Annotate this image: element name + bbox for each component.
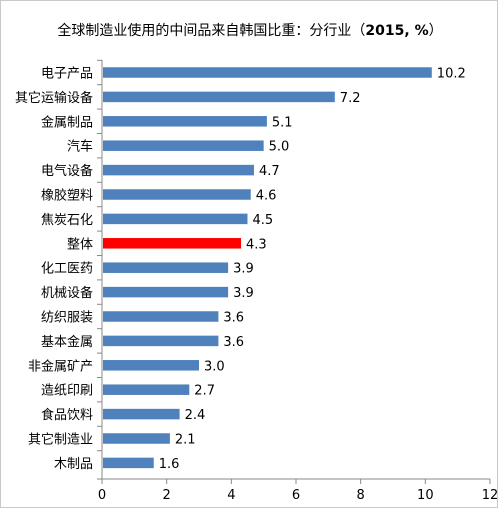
data-label-14: 2.4 — [185, 408, 206, 423]
data-label-9: 3.9 — [233, 286, 254, 301]
bar-16 — [103, 457, 154, 469]
bar-3 — [103, 140, 264, 151]
data-label-10: 3.6 — [223, 311, 244, 326]
data-label-7: 4.3 — [246, 237, 267, 252]
bar-11 — [103, 335, 219, 347]
data-label-2: 5.1 — [272, 115, 293, 130]
bar-8 — [103, 262, 229, 273]
y-tick-label-3: 汽车 — [67, 139, 93, 155]
data-label-15: 2.1 — [175, 433, 196, 448]
bar-15 — [103, 433, 170, 444]
y-tick-label-4: 电气设备 — [41, 163, 93, 179]
bar-4 — [103, 164, 254, 176]
data-label-6: 4.5 — [253, 213, 274, 228]
y-tick-label-13: 造纸印刷 — [41, 384, 93, 399]
x-tick-label-5: 10 — [417, 488, 434, 503]
bar-2 — [103, 116, 267, 127]
x-tick-label-4: 8 — [357, 488, 365, 503]
bar-9 — [103, 286, 229, 298]
y-tick-label-16: 木制品 — [54, 457, 93, 472]
bar-7 — [103, 238, 242, 249]
bar-14 — [103, 408, 180, 420]
x-tick-label-0: 0 — [98, 488, 106, 503]
data-label-4: 4.7 — [259, 164, 280, 179]
y-tick-label-15: 其它制造业 — [28, 432, 93, 448]
chart-title: 全球制造业使用的中间品来自韩国比重：分行业（2015, %） — [57, 23, 443, 39]
y-tick-label-5: 橡胶塑料 — [41, 188, 93, 204]
data-label-1: 7.2 — [340, 91, 361, 106]
y-tick-label-2: 金属制品 — [41, 114, 93, 130]
data-label-11: 3.6 — [223, 335, 244, 350]
y-tick-label-12: 非金属矿产 — [28, 358, 93, 374]
bar-1 — [103, 91, 335, 103]
y-tick-label-6: 焦炭石化 — [41, 213, 93, 228]
y-tick-label-9: 机械设备 — [41, 285, 93, 301]
x-tick-label-2: 4 — [227, 488, 235, 503]
x-tick-label-6: 12 — [482, 488, 499, 503]
data-label-8: 3.9 — [233, 262, 254, 277]
y-tick-label-10: 纺织服装 — [41, 311, 93, 326]
y-tick-label-0: 电子产品 — [41, 67, 93, 82]
bar-6 — [103, 213, 248, 225]
bar-10 — [103, 311, 219, 322]
bar-0 — [103, 67, 432, 78]
data-label-16: 1.6 — [159, 457, 180, 472]
y-tick-label-11: 基本金属 — [41, 334, 93, 350]
y-tick-label-8: 化工医药 — [41, 262, 93, 277]
y-tick-label-14: 食品饮料 — [41, 407, 93, 423]
x-tick-label-3: 6 — [292, 488, 300, 503]
bar-13 — [103, 384, 190, 395]
data-label-3: 5.0 — [269, 140, 290, 155]
y-tick-label-1: 其它运输设备 — [15, 90, 93, 106]
bar-5 — [103, 189, 251, 200]
data-label-0: 10.2 — [437, 67, 466, 82]
data-label-5: 4.6 — [256, 189, 277, 204]
y-tick-label-7: 整体 — [67, 237, 93, 252]
bar-12 — [103, 360, 199, 371]
data-label-12: 3.0 — [204, 359, 225, 374]
data-label-13: 2.7 — [194, 384, 215, 399]
x-tick-label-1: 2 — [163, 488, 171, 503]
